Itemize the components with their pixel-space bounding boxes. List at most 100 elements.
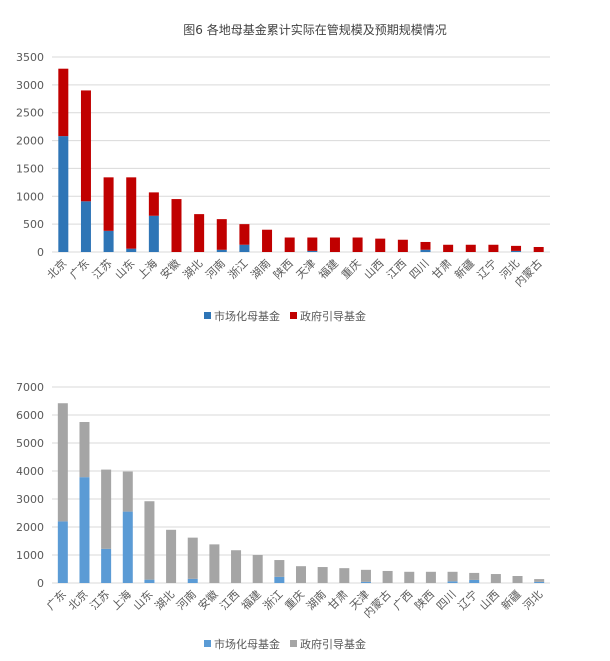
bar-segment — [262, 229, 273, 252]
bar-segment — [284, 237, 295, 252]
x-tick-label: 湖南 — [304, 588, 329, 613]
x-tick-label: 江西 — [217, 588, 242, 613]
bar-segment — [58, 136, 69, 252]
x-tick-label: 广东 — [67, 257, 92, 282]
bar-segment — [122, 471, 133, 512]
y-tick-label: 0 — [37, 246, 44, 259]
bar-segment — [79, 422, 90, 478]
x-tick-label: 福建 — [238, 587, 263, 612]
bar-segment — [307, 250, 318, 252]
bar-segment — [126, 248, 137, 252]
bar-segment — [126, 177, 137, 249]
y-tick-label: 7000 — [16, 381, 44, 394]
bar-segment — [216, 249, 227, 252]
x-tick-label: 陕西 — [412, 587, 437, 612]
x-tick-label: 湖南 — [248, 257, 273, 282]
x-tick-label: 河南 — [174, 588, 199, 613]
bar-segment — [239, 244, 250, 252]
bar-segment — [80, 201, 91, 252]
bar-segment — [307, 237, 318, 251]
x-tick-label: 浙江 — [226, 257, 251, 282]
bar-segment — [404, 571, 415, 583]
x-tick-label: 北京 — [65, 587, 90, 612]
bar-segment — [397, 239, 408, 252]
x-tick-label: 山东 — [131, 588, 156, 613]
bar-segment — [144, 579, 155, 583]
bar-segment — [339, 568, 350, 583]
y-tick-label: 0 — [37, 577, 44, 590]
bar-segment — [187, 578, 198, 583]
bar-segment — [101, 548, 112, 583]
bar-segment — [447, 571, 458, 582]
bar-segment — [447, 581, 458, 583]
bar-segment — [57, 403, 68, 522]
x-tick-label: 江苏 — [90, 257, 115, 282]
x-tick-label: 福建 — [316, 256, 341, 281]
bar-segment — [420, 241, 431, 250]
bar-segment — [274, 576, 285, 583]
bar-segment — [469, 579, 480, 583]
x-tick-label: 北京 — [44, 256, 69, 281]
y-tick-label: 3000 — [16, 493, 44, 506]
bar-segment — [252, 555, 263, 583]
bar-segment — [490, 574, 501, 583]
x-tick-label: 河南 — [203, 257, 228, 282]
x-tick-label: 新疆 — [498, 587, 523, 612]
bar-segment — [122, 511, 133, 583]
legend-label: 政府引导基金 — [300, 309, 366, 323]
bar-segment — [511, 250, 522, 252]
y-tick-label: 500 — [23, 218, 44, 231]
x-tick-label: 山西 — [362, 257, 387, 282]
bar-segment — [420, 249, 431, 252]
x-tick-label: 广西 — [391, 588, 416, 613]
bar-segment — [194, 214, 205, 252]
x-tick-label: 上海 — [135, 256, 160, 281]
x-tick-label: 山西 — [477, 588, 502, 613]
x-tick-label: 辽宁 — [455, 587, 480, 612]
bar-segment — [360, 581, 371, 583]
legend-swatch — [204, 640, 211, 647]
x-tick-label: 湖北 — [181, 257, 206, 282]
bar-segment — [231, 550, 242, 583]
legend-label: 市场化母基金 — [214, 309, 280, 323]
x-tick-label: 广东 — [44, 588, 69, 613]
bar-segment — [382, 570, 393, 583]
legend-swatch — [204, 312, 211, 319]
x-tick-label: 河北 — [521, 588, 546, 613]
bar-segment — [465, 244, 476, 252]
legend-swatch — [290, 640, 297, 647]
bar-segment — [533, 246, 544, 252]
bar-segment — [352, 237, 363, 252]
bar-segment — [58, 68, 69, 137]
x-tick-label: 陕西 — [270, 256, 295, 281]
bar-segment — [488, 244, 499, 252]
y-tick-label: 2000 — [16, 521, 44, 534]
bar-segment — [103, 177, 114, 231]
bar-segment — [171, 199, 182, 252]
bar-segment — [360, 569, 371, 582]
y-tick-label: 1500 — [16, 162, 44, 175]
bar-segment — [512, 576, 523, 583]
y-tick-label: 5000 — [16, 437, 44, 450]
bar-segment — [148, 192, 159, 216]
y-tick-label: 2500 — [16, 107, 44, 120]
bar-segment — [443, 244, 454, 252]
x-tick-label: 江苏 — [88, 588, 113, 613]
bar-segment — [57, 521, 68, 583]
x-tick-label: 浙江 — [261, 588, 286, 613]
bar-segment — [534, 581, 545, 583]
legend-label: 政府引导基金 — [300, 637, 366, 651]
y-tick-label: 1000 — [16, 190, 44, 203]
bar-segment — [375, 238, 386, 252]
x-tick-label: 四川 — [407, 257, 432, 282]
bar-segment — [296, 566, 306, 583]
x-tick-label: 新疆 — [451, 256, 476, 281]
x-tick-label: 天津 — [294, 257, 319, 282]
bar-segment — [166, 529, 177, 583]
bar-segment — [101, 469, 112, 549]
x-tick-label: 安徽 — [195, 587, 220, 612]
x-tick-label: 江西 — [384, 257, 409, 282]
bar-segment — [511, 245, 522, 251]
bar-segment — [79, 477, 90, 583]
